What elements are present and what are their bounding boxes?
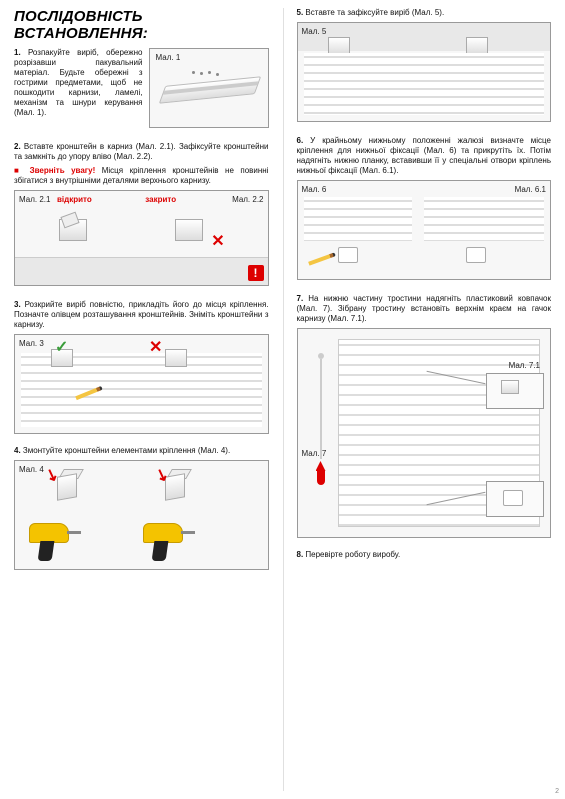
step-4: 4. Змонтуйте кронштейни елементами кріпл…	[14, 446, 269, 456]
figure-3-bracket-r	[165, 349, 187, 367]
step-3-text: Розкрийте виріб повністю, прикладіть йог…	[14, 300, 269, 329]
check-mark-icon: ✓	[55, 337, 68, 357]
figure-5-label: Мал. 5	[302, 27, 327, 36]
figure-6-clip-r	[466, 247, 486, 263]
figure-4-drill-r	[143, 523, 197, 563]
figure-2-2-bracket	[175, 219, 203, 241]
figure-1: Мал. 1	[149, 48, 269, 128]
step-5: 5. Вставте та зафіксуйте виріб (Мал. 5).	[297, 8, 552, 18]
left-column: ПОСЛІДОВНІСТЬ ВСТАНОВЛЕННЯ: Мал. 1 1. Ро…	[0, 0, 283, 799]
step-3-num: 3.	[14, 300, 21, 309]
step-7-num: 7.	[297, 294, 304, 303]
step-3: 3. Розкрийте виріб повністю, прикладіть …	[14, 300, 269, 330]
figure-2-1: Мал. 2.1 відкрито	[15, 191, 141, 285]
figure-6-clip-l	[338, 247, 358, 263]
figure-2-1-wall	[15, 257, 141, 285]
figure-2-closed-label: закрито	[145, 195, 176, 204]
right-column: 5. Вставте та зафіксуйте виріб (Мал. 5).…	[283, 0, 565, 799]
figure-2-2-label: Мал. 2.2	[232, 195, 263, 204]
figure-4-bracket-r	[165, 475, 201, 503]
step-7: 7. На нижню частину тростини надягніть п…	[297, 294, 552, 324]
figure-4-drill-l	[29, 523, 83, 563]
x-mark-icon: ✕	[211, 231, 224, 251]
figure-2-2: Мал. 2.2 закрито ✕ !	[141, 191, 267, 285]
column-divider	[283, 8, 284, 791]
step-2-text: Вставте кронштейн в карниз (Мал. 2.1). З…	[14, 142, 269, 161]
figure-6-blinds-r	[424, 197, 545, 241]
warning-icon: !	[248, 265, 264, 281]
step-6-num: 6.	[297, 136, 304, 145]
step-7-text: На нижню частину тростини надягніть плас…	[297, 294, 552, 323]
figure-6: Мал. 6 Мал. 6.1	[297, 180, 552, 280]
figure-1-label: Мал. 1	[156, 53, 181, 62]
step-2-num: 2.	[14, 142, 21, 151]
figure-4-label: Мал. 4	[19, 465, 44, 474]
step-8-text: Перевірте роботу виробу.	[305, 550, 400, 559]
figure-1-screws	[192, 71, 232, 77]
page-title: ПОСЛІДОВНІСТЬ ВСТАНОВЛЕННЯ:	[14, 8, 269, 42]
figure-4-bracket-l	[57, 475, 93, 503]
figure-1-rail	[158, 76, 260, 104]
step-2: 2. Вставте кронштейн в карниз (Мал. 2.1)…	[14, 142, 269, 162]
figure-2-1-bracket	[59, 219, 87, 241]
figure-6-label: Мал. 6	[302, 185, 327, 194]
figure-7-wand	[320, 359, 322, 459]
step-6: 6. У крайньому нижньому положенні жалюзі…	[297, 136, 552, 176]
step-2-warn-label: Зверніть увагу!	[30, 166, 96, 175]
figure-2-1-label: Мал. 2.1	[19, 195, 50, 204]
step-5-text: Вставте та зафіксуйте виріб (Мал. 5).	[305, 8, 444, 17]
page-number: 2	[555, 788, 559, 795]
figure-2: Мал. 2.1 відкрито Мал. 2.2 закрито ✕ !	[14, 190, 269, 286]
figure-3: Мал. 3 ✓ ✕	[14, 334, 269, 434]
figure-4: Мал. 4 ↘ ↘	[14, 460, 269, 570]
step-6-text: У крайньому нижньому положенні жалюзі ви…	[297, 136, 552, 175]
step-4-text: Змонтуйте кронштейни елементами кріпленн…	[23, 446, 230, 455]
step-1-num: 1.	[14, 48, 21, 57]
figure-7-1-zoom	[486, 373, 544, 409]
zoom-clip	[503, 490, 523, 506]
step-8-num: 8.	[297, 550, 304, 559]
zoom-bracket	[501, 380, 519, 394]
figure-7-zoom-bottom	[486, 481, 544, 517]
step-4-num: 4.	[14, 446, 21, 455]
figure-6-blinds-l	[304, 197, 412, 241]
figure-5: Мал. 5	[297, 22, 552, 122]
figure-7: Мал. 7 Мал. 7.1	[297, 328, 552, 538]
figure-7-cap	[317, 471, 325, 485]
x-mark-icon-2: ✕	[149, 337, 162, 357]
figure-3-label: Мал. 3	[19, 339, 44, 348]
figure-7-label: Мал. 7	[302, 449, 327, 458]
step-1-text: Розпакуйте виріб, обережно розрізавши па…	[14, 48, 143, 117]
figure-7-1-label: Мал. 7.1	[509, 361, 540, 370]
figure-6-1-label: Мал. 6.1	[515, 185, 546, 194]
step-2-warning: ■ Зверніть увагу! Місця кріплення кроншт…	[14, 166, 269, 186]
figure-5-blinds	[304, 53, 545, 115]
figure-6-pencil	[308, 252, 336, 265]
step-8: 8. Перевірте роботу виробу.	[297, 550, 552, 560]
figure-2-open-label: відкрито	[57, 195, 92, 204]
step-5-num: 5.	[297, 8, 304, 17]
